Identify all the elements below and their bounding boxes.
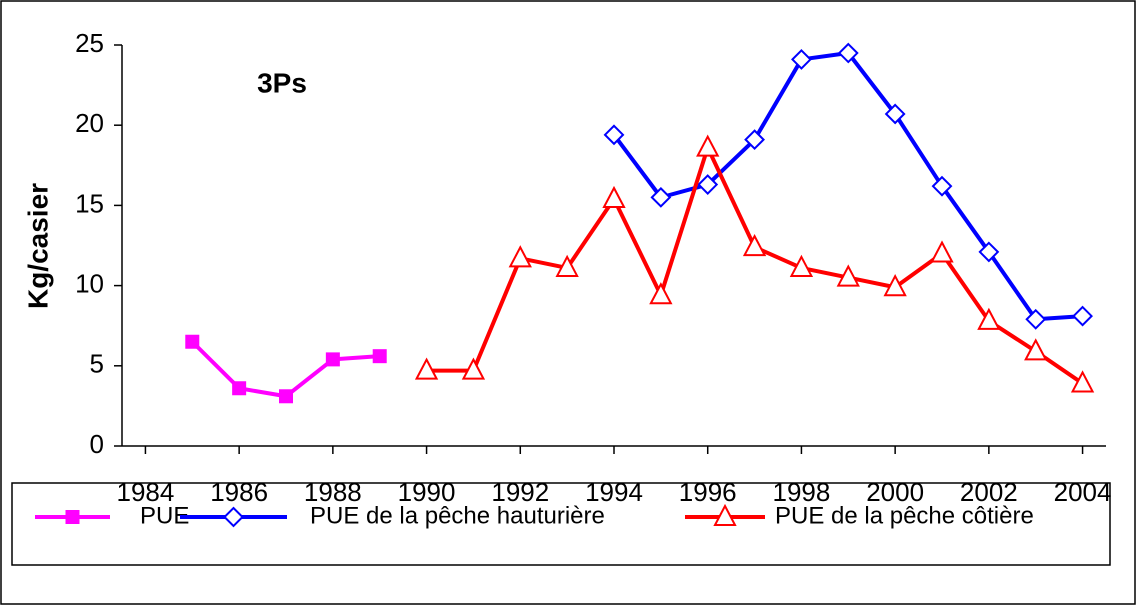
legend-marker	[223, 506, 244, 528]
x-tick-label: 2004	[1054, 477, 1112, 507]
data-point	[977, 307, 1001, 330]
data-point	[555, 254, 579, 277]
x-tick-label: 2000	[866, 477, 924, 507]
data-point	[1024, 338, 1048, 361]
x-tick-label: 1986	[210, 477, 268, 507]
data-point	[508, 245, 532, 268]
x-tick-label: 1988	[304, 477, 362, 507]
data-point	[836, 264, 860, 287]
data-point	[1070, 370, 1095, 393]
x-tick-label: 2002	[960, 477, 1018, 507]
data-point	[461, 357, 486, 380]
data-point	[1072, 305, 1093, 327]
data-point	[931, 175, 953, 197]
data-point	[650, 186, 672, 208]
data-point	[742, 233, 767, 257]
y-axis-label: Kg/casier	[22, 183, 53, 309]
data-point	[884, 103, 906, 125]
data-point	[789, 254, 814, 277]
data-point	[649, 282, 673, 305]
data-point	[837, 42, 859, 64]
legend-marker	[65, 510, 80, 524]
data-point	[325, 352, 340, 367]
x-tick-label: 1996	[679, 477, 737, 507]
data-point	[232, 381, 247, 396]
y-tick-label: 10	[75, 268, 104, 298]
data-point	[697, 174, 719, 195]
data-point	[185, 334, 200, 349]
x-tick-label: 1984	[117, 477, 175, 507]
annotation: 3Ps	[257, 67, 307, 98]
legend-label: PUE de la pêche hauturière	[310, 502, 605, 529]
data-point	[696, 134, 720, 157]
data-point	[414, 357, 439, 380]
x-tick-label: 1998	[773, 477, 831, 507]
legend-box	[11, 482, 1111, 566]
y-tick-label: 5	[90, 349, 104, 379]
data-point	[978, 241, 1000, 263]
data-point	[279, 389, 293, 404]
y-tick-label: 15	[75, 188, 104, 218]
data-point	[372, 349, 387, 364]
data-point	[602, 185, 626, 208]
x-tick-label: 1990	[398, 477, 456, 507]
y-tick-label: 20	[75, 108, 104, 138]
y-tick-label: 0	[90, 429, 104, 459]
x-tick-label: 1992	[491, 477, 549, 507]
data-point	[603, 124, 625, 146]
legend-marker	[713, 503, 737, 526]
y-tick-label: 25	[75, 28, 104, 58]
x-tick-label: 1994	[585, 477, 643, 507]
data-point	[883, 274, 907, 297]
data-point	[744, 129, 765, 151]
data-point	[930, 240, 954, 263]
legend-label: PUE de la pêche côtière	[775, 502, 1034, 529]
data-point	[791, 49, 812, 70]
data-point	[1025, 308, 1047, 330]
